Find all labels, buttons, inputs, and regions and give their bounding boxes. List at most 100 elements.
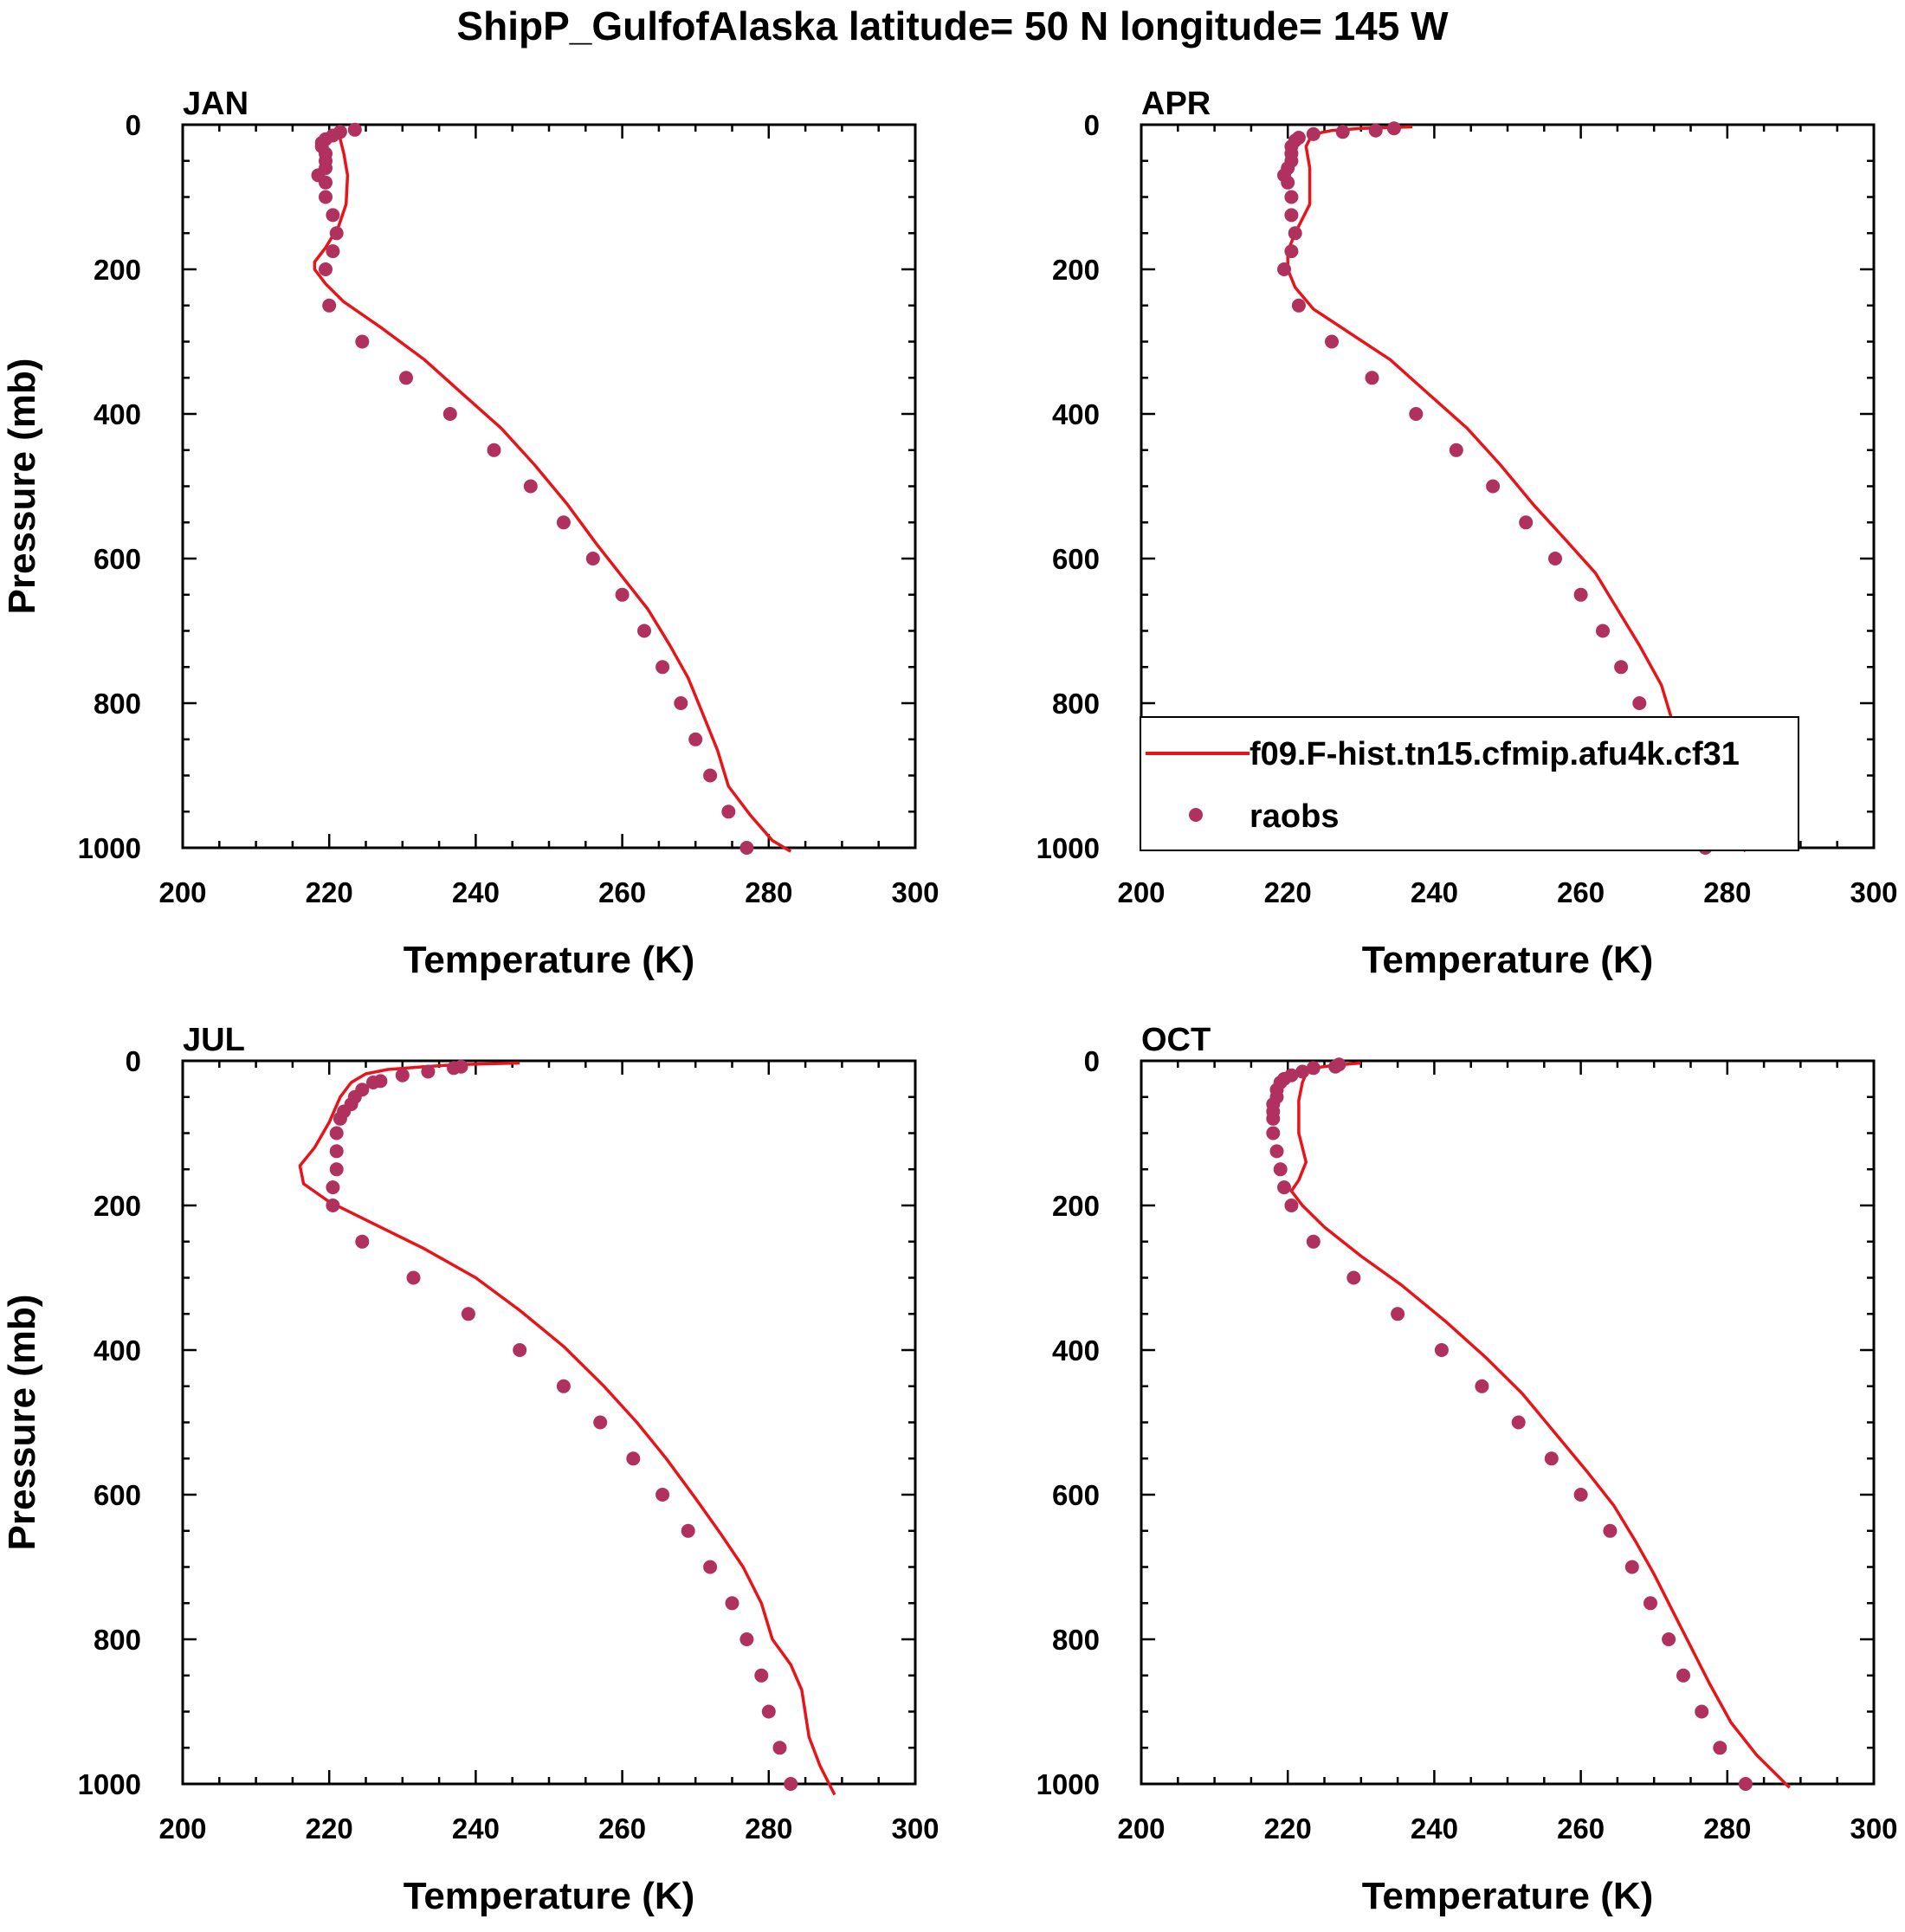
panels: 200 220 240 260 280 300 0 200 400 600 800 1000 JAN Te… bbox=[1, 86, 1898, 1917]
raobs-point bbox=[326, 208, 340, 223]
y-tick-label: 600 bbox=[94, 543, 141, 575]
y-tick-label: 1000 bbox=[78, 1768, 141, 1800]
x-tick-label: 300 bbox=[1850, 1812, 1897, 1845]
legend: f09.F-hist.tn15.cfmip.afu4k.cf31 raobs bbox=[1140, 716, 1799, 851]
raobs-point bbox=[655, 1488, 670, 1502]
x-tick-label: 260 bbox=[598, 1812, 646, 1845]
raobs-point bbox=[1544, 1451, 1559, 1466]
raobs-point bbox=[1368, 123, 1383, 138]
raobs-point bbox=[1434, 1343, 1449, 1357]
raobs-point bbox=[329, 1162, 344, 1177]
panel-oct: 200 220 240 260 280 300 0 200 400 600 800 1000 OCT Te… bbox=[1036, 1022, 1898, 1917]
y-tick-label: 600 bbox=[94, 1479, 141, 1511]
raobs-point bbox=[1335, 125, 1350, 139]
raobs-point bbox=[1284, 1199, 1299, 1212]
raobs-point bbox=[739, 1632, 754, 1646]
raobs-point bbox=[1277, 262, 1291, 276]
raobs-point bbox=[761, 1704, 776, 1719]
legend-obs-label: raobs bbox=[1250, 798, 1339, 835]
raobs-point bbox=[1281, 175, 1295, 190]
panel-title: JAN bbox=[183, 86, 249, 122]
x-tick-label: 280 bbox=[745, 1812, 792, 1845]
y-tick-label: 400 bbox=[94, 398, 141, 430]
x-tick-label: 260 bbox=[1557, 1812, 1605, 1845]
panel-title: JUL bbox=[183, 1022, 245, 1058]
raobs-point bbox=[703, 768, 718, 783]
raobs-point bbox=[1603, 1523, 1618, 1538]
raobs-point bbox=[1695, 1704, 1709, 1719]
y-axis-label: Pressure (mb) bbox=[1, 1295, 43, 1551]
plot-frame bbox=[181, 123, 917, 850]
y-tick-label: 1000 bbox=[78, 832, 141, 864]
raobs-point bbox=[1511, 1415, 1526, 1430]
x-tick-label: 200 bbox=[1117, 876, 1165, 908]
y-tick-label: 800 bbox=[94, 1624, 141, 1656]
raobs-point bbox=[674, 696, 688, 710]
x-tick-label: 220 bbox=[1264, 876, 1312, 908]
x-tick-label: 240 bbox=[1411, 1812, 1458, 1845]
raobs-point bbox=[1295, 1064, 1310, 1079]
raobs-point bbox=[421, 1064, 436, 1079]
raobs-point bbox=[1409, 407, 1424, 421]
raobs-point bbox=[1519, 515, 1534, 530]
raobs-point bbox=[1391, 1307, 1405, 1321]
y-tick-label: 1000 bbox=[1036, 832, 1100, 864]
raobs-point bbox=[754, 1668, 769, 1683]
raobs-point bbox=[326, 1199, 340, 1212]
raobs-point bbox=[739, 841, 754, 855]
raobs-point bbox=[319, 190, 333, 204]
raobs-point bbox=[556, 515, 571, 530]
raobs-point bbox=[1449, 443, 1463, 457]
panel-title: APR bbox=[1141, 86, 1211, 122]
raobs-point bbox=[1284, 244, 1299, 259]
raobs-point bbox=[721, 804, 736, 819]
raobs-point bbox=[523, 479, 538, 494]
y-tick-label: 600 bbox=[1052, 543, 1100, 575]
raobs-point bbox=[1632, 696, 1647, 710]
raobs-point bbox=[688, 732, 703, 746]
raobs-point bbox=[1596, 624, 1610, 638]
raobs-point bbox=[1662, 1632, 1676, 1646]
x-tick-label: 300 bbox=[1850, 876, 1897, 908]
y-tick-label: 200 bbox=[1052, 254, 1100, 286]
raobs-point bbox=[1486, 479, 1501, 494]
raobs-point bbox=[1306, 1061, 1321, 1076]
y-tick-label: 200 bbox=[94, 1190, 141, 1222]
raobs-point bbox=[1328, 1059, 1343, 1074]
legend-model-label: f09.F-hist.tn15.cfmip.afu4k.cf31 bbox=[1250, 736, 1740, 772]
raobs-point bbox=[772, 1741, 787, 1755]
y-tick-label: 0 bbox=[126, 109, 141, 141]
raobs-point bbox=[355, 334, 370, 349]
raobs-point bbox=[319, 175, 333, 190]
raobs-point bbox=[1277, 1180, 1291, 1195]
plot-frame bbox=[181, 1059, 917, 1786]
raobs-point bbox=[1614, 660, 1629, 675]
x-tick-label: 220 bbox=[306, 876, 353, 908]
raobs-point bbox=[1306, 126, 1321, 141]
raobs-point bbox=[1573, 1488, 1588, 1502]
x-tick-label: 280 bbox=[745, 876, 792, 908]
x-tick-label: 220 bbox=[306, 1812, 353, 1845]
raobs-point bbox=[1306, 1234, 1321, 1249]
x-axis-label: Temperature (K) bbox=[404, 939, 695, 981]
raobs-point bbox=[395, 1068, 410, 1082]
raobs-point bbox=[703, 1560, 718, 1574]
raobs-point bbox=[1573, 587, 1588, 602]
raobs-point bbox=[681, 1523, 695, 1538]
raobs-point bbox=[1346, 1270, 1361, 1285]
x-tick-label: 280 bbox=[1703, 1812, 1751, 1845]
raobs-point bbox=[1676, 1668, 1690, 1683]
raobs-point bbox=[1266, 1126, 1281, 1140]
panel-title: OCT bbox=[1141, 1022, 1211, 1058]
plot-frame bbox=[1140, 1059, 1876, 1786]
legend-obs-swatch bbox=[1189, 808, 1203, 822]
raobs-point bbox=[1624, 1560, 1639, 1574]
raobs-point bbox=[1269, 1144, 1284, 1159]
raobs-point bbox=[1325, 334, 1339, 349]
raobs-point bbox=[329, 1144, 344, 1159]
raobs-point bbox=[626, 1451, 641, 1466]
x-tick-label: 300 bbox=[891, 1812, 939, 1845]
raobs-point bbox=[1291, 298, 1306, 313]
raobs-point bbox=[556, 1379, 571, 1393]
